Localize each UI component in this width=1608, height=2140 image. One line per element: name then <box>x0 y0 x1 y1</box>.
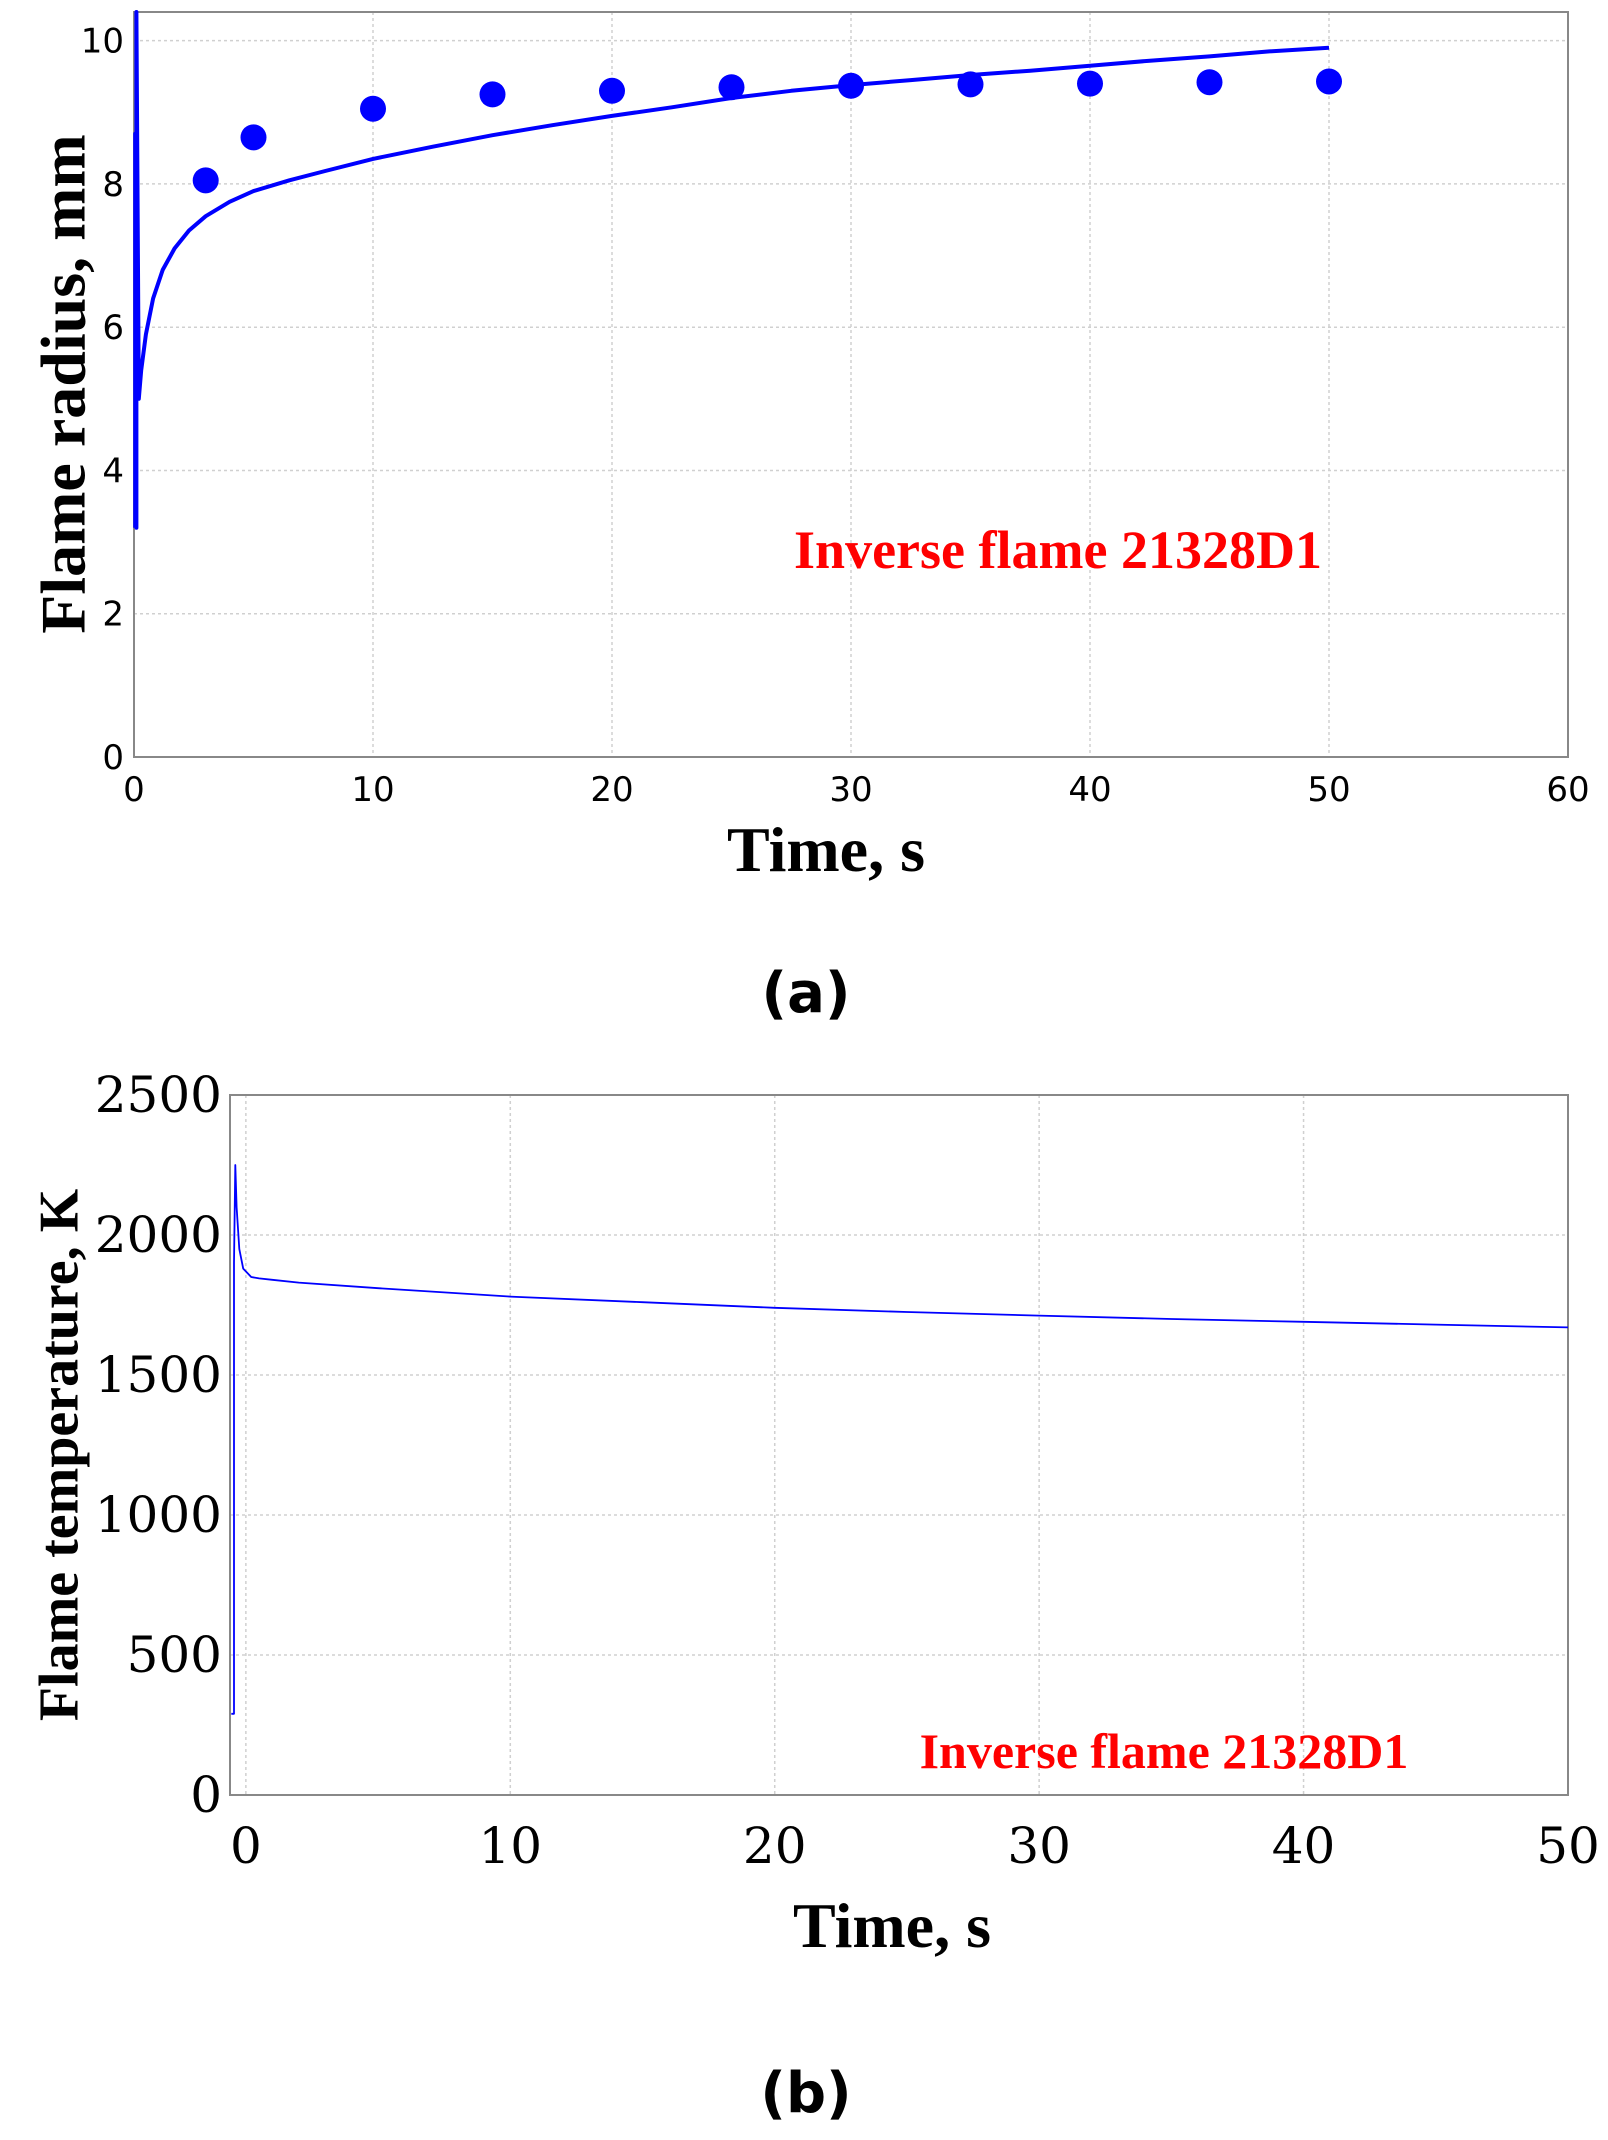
y-tick-label: 1000 <box>95 1486 222 1544</box>
y-tick-label: 500 <box>127 1626 222 1684</box>
x-tick-label: 0 <box>123 770 145 810</box>
x-tick-label: 50 <box>1536 1817 1600 1875</box>
y-tick-label: 2 <box>102 595 124 635</box>
x-tick-label: 40 <box>1068 770 1111 810</box>
data-point <box>838 72 864 99</box>
data-point <box>1316 68 1342 95</box>
y-tick-label: 4 <box>102 451 124 491</box>
data-point <box>718 74 745 101</box>
x-axis-title: Time, s <box>727 814 925 885</box>
x-tick-label: 0 <box>230 1817 262 1875</box>
data-point <box>957 71 984 98</box>
data-point <box>599 77 625 104</box>
y-tick-label: 2000 <box>95 1206 222 1264</box>
data-point <box>240 124 267 151</box>
x-tick-label: 10 <box>351 770 394 810</box>
x-tick-label: 30 <box>829 770 872 810</box>
series-line <box>231 1164 1569 1715</box>
x-tick-label: 50 <box>1307 770 1350 810</box>
y-tick-label: 2500 <box>95 1066 222 1124</box>
x-tick-label: 20 <box>590 770 633 810</box>
x-tick-label: 30 <box>1007 1817 1071 1875</box>
y-tick-label: 0 <box>190 1766 222 1824</box>
y-tick-label: 10 <box>81 22 124 62</box>
y-tick-label: 6 <box>102 308 124 348</box>
y-tick-label: 1500 <box>95 1346 222 1404</box>
y-tick-label: 0 <box>102 738 124 778</box>
y-tick-label: 8 <box>102 165 124 205</box>
chart-a: 0 10 20 30 40 50 60 0 2 4 6 8 10 Inverse flame 21328D… <box>27 10 1590 1026</box>
data-point <box>479 81 506 108</box>
figure-caption: (b) <box>760 2061 851 2126</box>
x-tick-label: 60 <box>1546 770 1589 810</box>
data-point <box>1077 70 1103 97</box>
annotation-label: Inverse flame 21328D1 <box>794 520 1322 580</box>
y-axis-title: Flame radius, mm <box>27 134 98 634</box>
x-tick-label: 10 <box>478 1817 542 1875</box>
plot-frame <box>229 1094 1569 1796</box>
x-tick-label: 20 <box>743 1817 807 1875</box>
series-line <box>133 10 1330 530</box>
annotation-label: Inverse flame 21328D1 <box>920 1723 1409 1779</box>
data-point <box>360 95 386 122</box>
x-axis-title: Time, s <box>793 1890 991 1961</box>
data-point <box>1196 69 1223 96</box>
x-tick-label: 40 <box>1272 1817 1336 1875</box>
figure-caption: (a) <box>762 961 851 1026</box>
y-axis-title: Flame temperature, K <box>29 1188 91 1721</box>
data-point <box>192 167 219 194</box>
